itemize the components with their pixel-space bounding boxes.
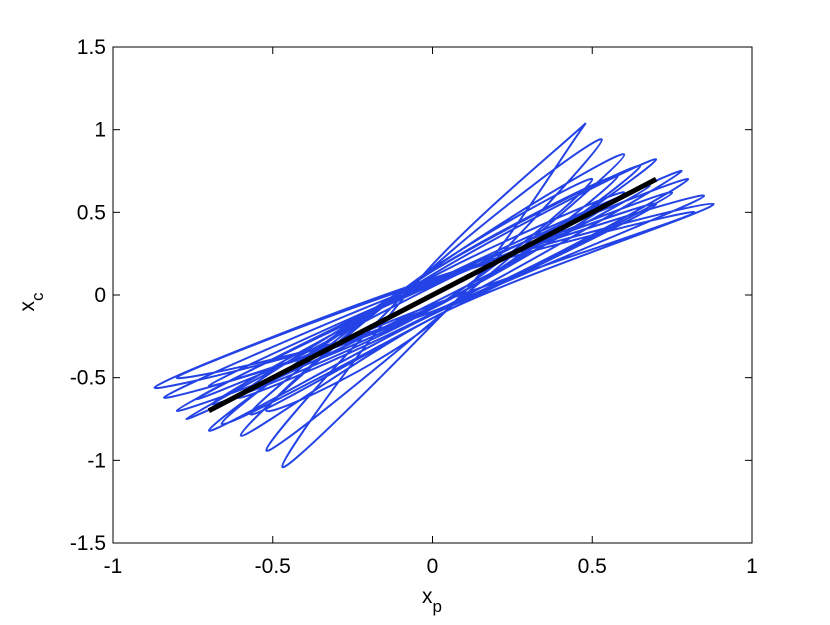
y-axis-label: xc: [16, 292, 47, 312]
y-axis-label-sub: c: [28, 292, 47, 301]
x-tick-label: 1: [746, 555, 758, 578]
y-tick-label: -1.5: [70, 532, 106, 555]
y-axis-label-base: x: [16, 301, 39, 312]
series-line: [153, 122, 715, 468]
y-tick-label: 1: [94, 119, 106, 142]
x-tick-label: 0: [427, 555, 439, 578]
series-line: [207, 177, 658, 413]
x-tick-label: -0.5: [255, 555, 291, 578]
y-tick-label: 0: [94, 284, 106, 307]
y-tick-label: 1.5: [77, 36, 106, 59]
x-tick-label: -1: [104, 555, 123, 578]
x-axis-label-sub: p: [433, 597, 442, 616]
y-tick-label: -1: [87, 449, 106, 472]
x-tick-label: 0.5: [578, 555, 607, 578]
x-axis-label: xp: [422, 585, 442, 616]
y-tick-label: 0.5: [77, 201, 106, 224]
y-tick-label: -0.5: [70, 367, 106, 390]
plot-area: [153, 122, 715, 468]
x-axis-label-base: x: [422, 585, 433, 608]
